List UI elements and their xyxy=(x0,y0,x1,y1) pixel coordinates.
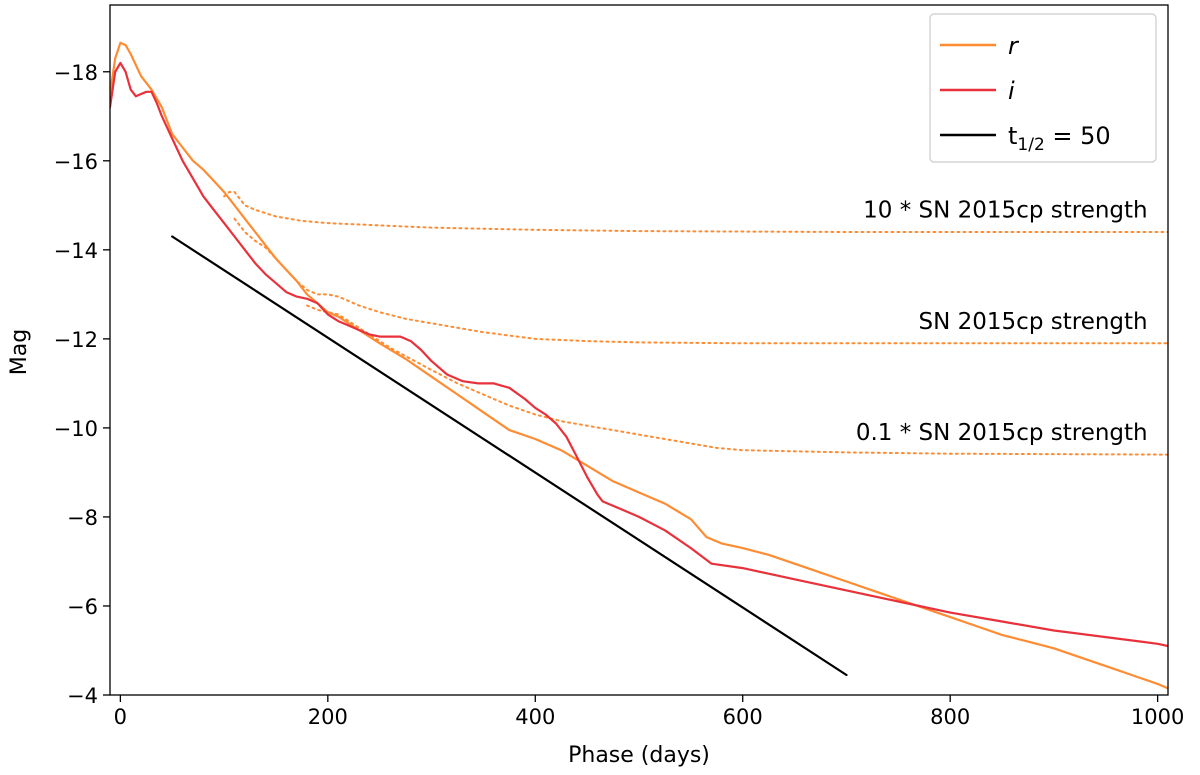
reference-line-layer xyxy=(171,235,848,677)
model-dotted-line-3 xyxy=(306,304,1168,456)
series-r-line xyxy=(110,41,1168,690)
y-tick-label: −14 xyxy=(54,239,98,263)
annotation-label-2: SN 2015cp strength xyxy=(919,309,1148,335)
y-axis-title: Mag xyxy=(7,329,32,375)
x-axis-title: Phase (days) xyxy=(568,743,710,768)
plot-frame xyxy=(109,4,1169,696)
x-tick-label: 600 xyxy=(723,705,763,729)
x-tick-label: 1000 xyxy=(1131,705,1184,729)
ticks-layer: 0 200 400 600 800 1000 −18 −16 −14 −12 −10 −8 −6 −4 xyxy=(54,61,1185,729)
y-tick-label: −8 xyxy=(67,506,98,530)
y-tick-label: −6 xyxy=(67,595,98,619)
legend-label-2: i xyxy=(1008,77,1015,105)
y-tick-label: −4 xyxy=(67,684,98,708)
y-tick-label: −18 xyxy=(54,61,98,85)
y-tick-label: −16 xyxy=(54,150,98,174)
x-tick-label: 200 xyxy=(308,705,348,729)
annotation-layer: 10 * SN 2015cp strength SN 2015cp strengt… xyxy=(856,198,1148,447)
legend-label-3: t1/2 = 50 xyxy=(1008,122,1111,155)
y-tick-label: −12 xyxy=(54,328,98,352)
legend-label-1: r xyxy=(1008,32,1020,60)
series-i-line xyxy=(110,61,1168,648)
y-tick-label: −10 xyxy=(54,417,98,441)
series-layer xyxy=(110,41,1168,690)
x-tick-label: 400 xyxy=(515,705,555,729)
model-dotted-line-1 xyxy=(223,191,1168,233)
x-tick-label: 800 xyxy=(930,705,970,729)
decline-rate-reference-line xyxy=(171,235,848,677)
x-tick-label: 0 xyxy=(114,705,127,729)
legend-box xyxy=(929,13,1157,163)
annotation-label-1: 10 * SN 2015cp strength xyxy=(863,198,1147,224)
annotation-label-3: 0.1 * SN 2015cp strength xyxy=(856,420,1148,446)
legend: ri t1/2 = 50 xyxy=(929,13,1157,163)
